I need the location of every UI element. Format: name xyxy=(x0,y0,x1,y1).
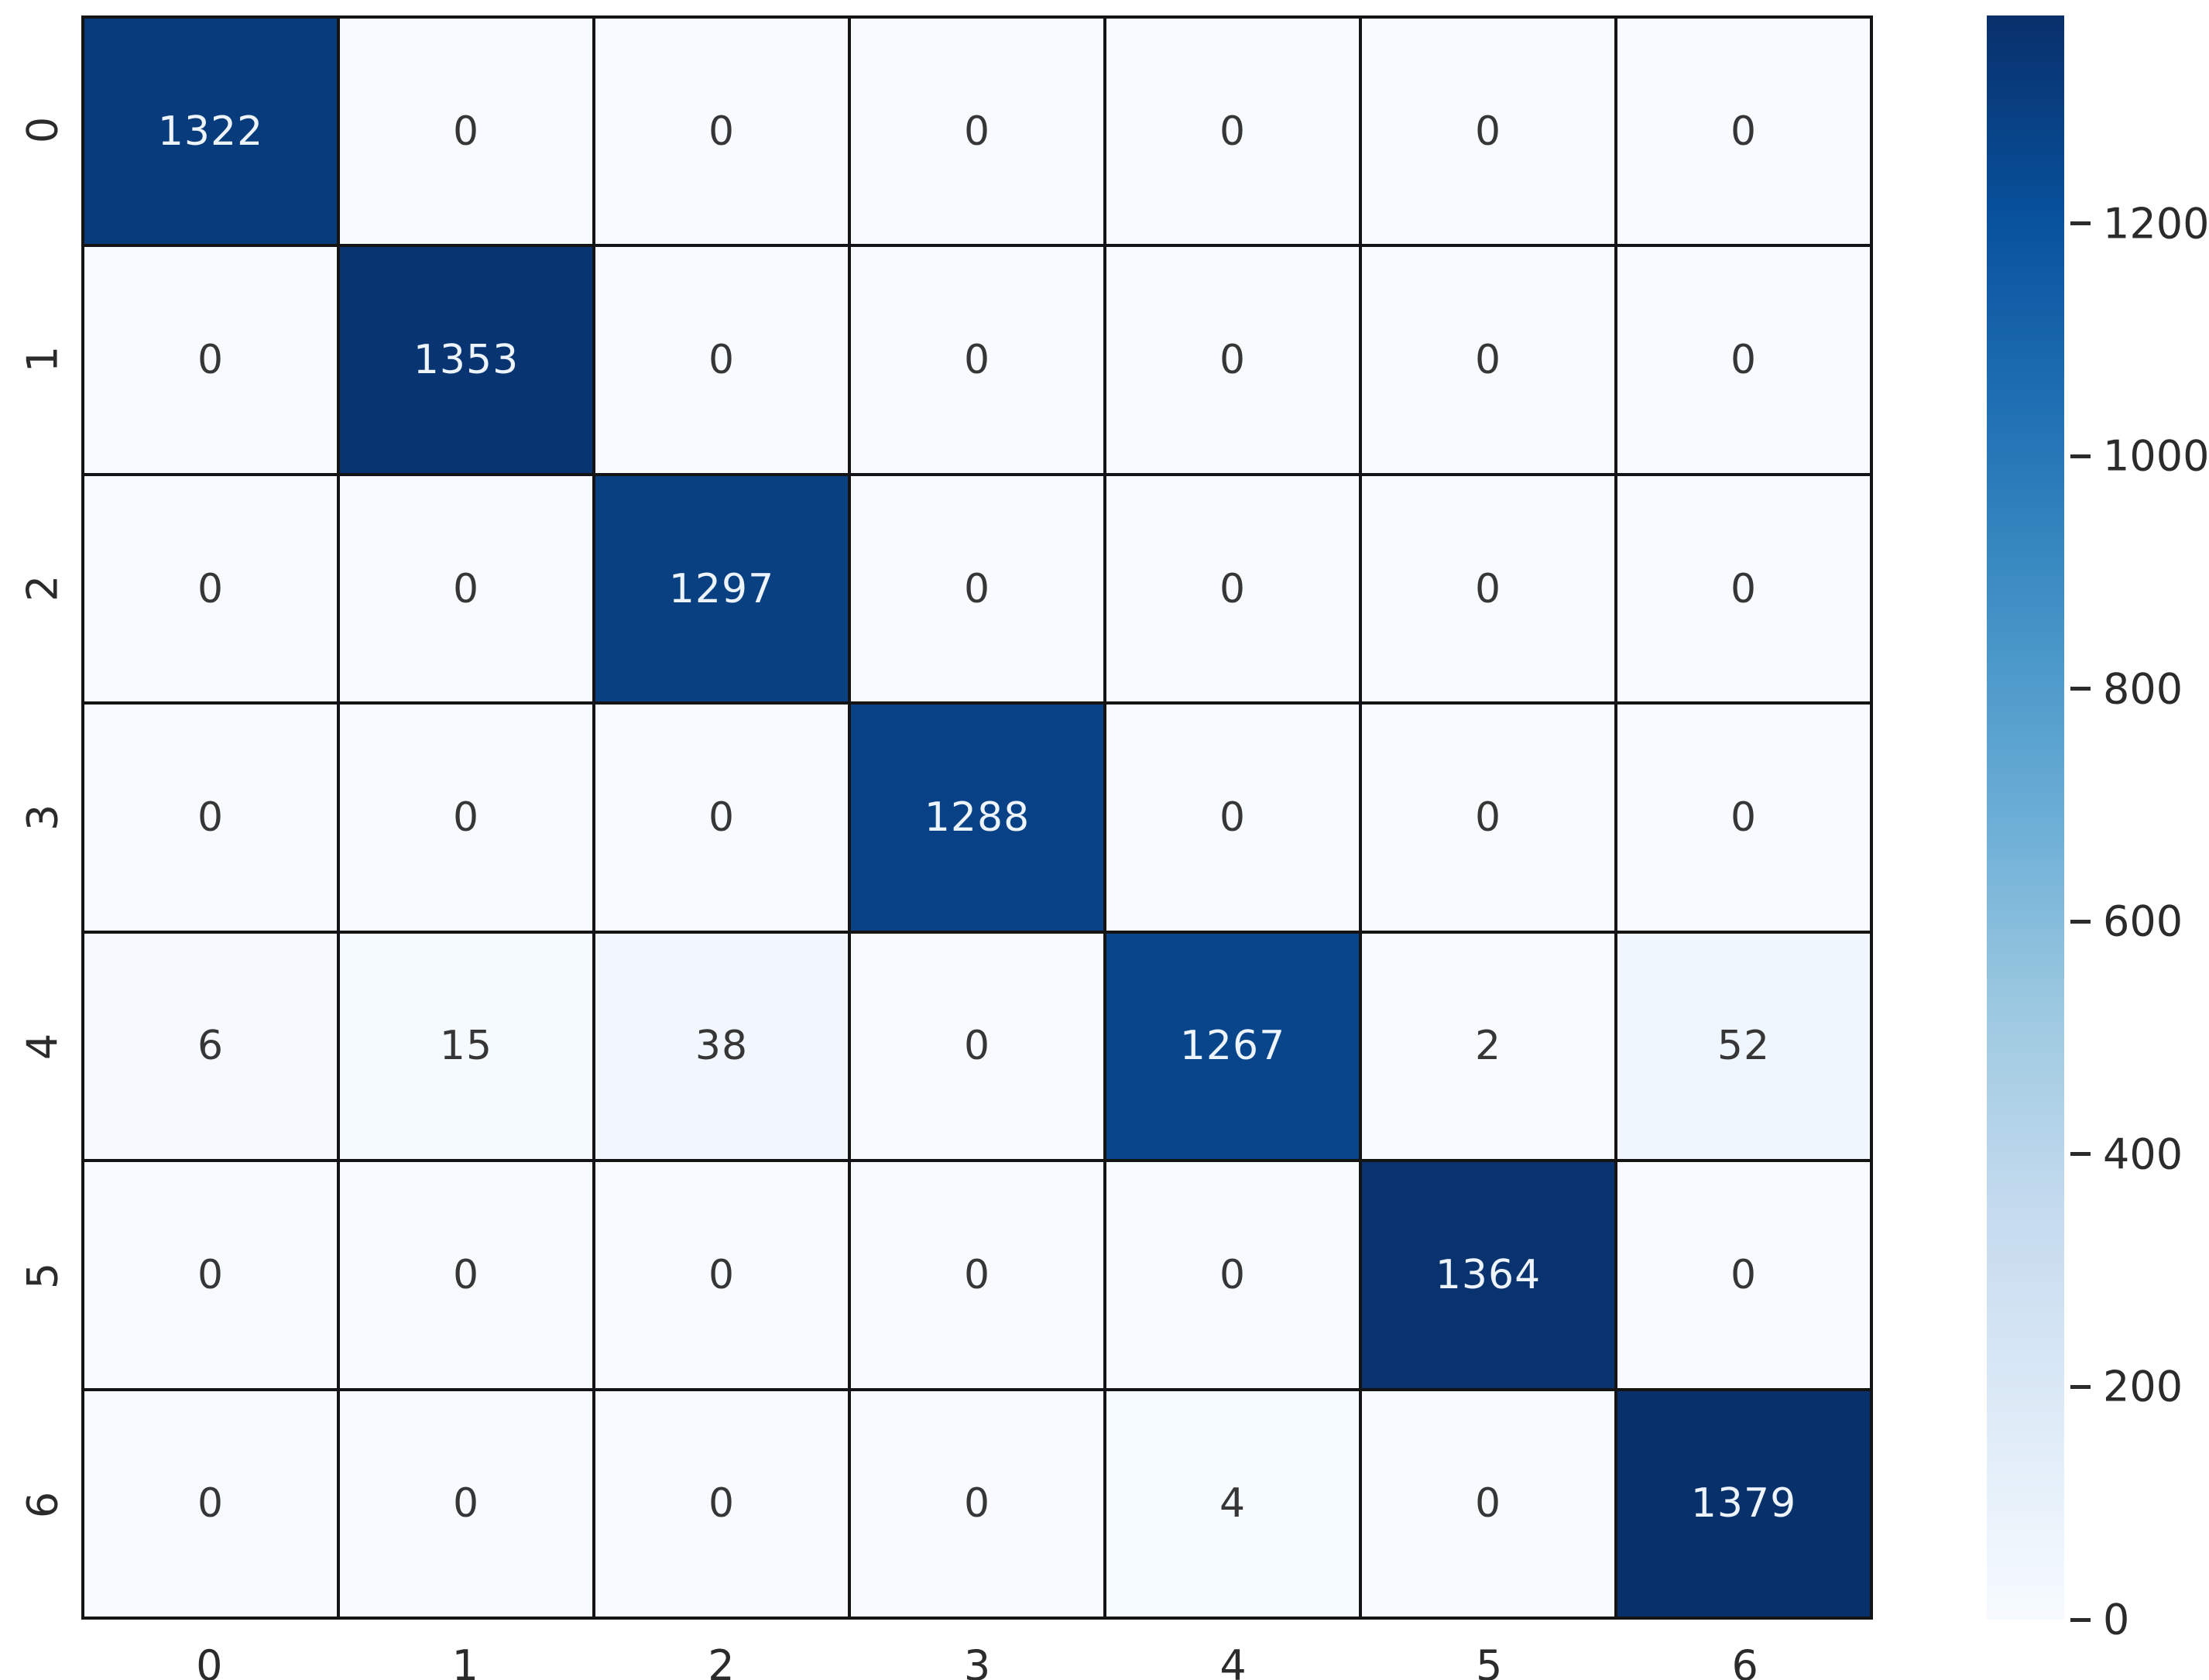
y-axis-tick-label-0: 0 xyxy=(18,116,67,144)
heatmap-cell-r6c6: 1379 xyxy=(1616,1389,1871,1618)
heatmap-cell-r1c0: 0 xyxy=(83,245,338,475)
heatmap-cell-r6c2: 0 xyxy=(594,1389,849,1618)
heatmap-cell-r3c1: 0 xyxy=(338,703,594,932)
heatmap-cell-r0c0: 1322 xyxy=(83,17,338,246)
heatmap-cell-r6c3: 0 xyxy=(849,1389,1105,1618)
y-axis-tick-label-1: 1 xyxy=(18,345,67,373)
x-axis-tick-label-4: 4 xyxy=(1219,1641,1247,1680)
colorbar-tick-label-4: 800 xyxy=(2103,664,2183,714)
heatmap-cell-r0c3: 0 xyxy=(849,17,1105,246)
x-axis-tick-label-2: 2 xyxy=(708,1641,735,1680)
x-axis-tick-label-3: 3 xyxy=(963,1641,991,1680)
heatmap-cell-r4c4: 1267 xyxy=(1105,931,1360,1161)
heatmap-cell-r2c6: 0 xyxy=(1616,474,1871,704)
heatmap-cell-r3c6: 0 xyxy=(1616,703,1871,932)
heatmap-cell-r5c2: 0 xyxy=(594,1161,849,1390)
colorbar-tick-mark-3 xyxy=(2070,919,2091,924)
heatmap-cell-r0c1: 0 xyxy=(338,17,594,246)
colorbar-tick-label-1: 200 xyxy=(2103,1362,2183,1411)
heatmap-cell-r2c4: 0 xyxy=(1105,474,1360,704)
y-axis-tick-label-6: 6 xyxy=(18,1491,67,1519)
heatmap-cell-r0c6: 0 xyxy=(1616,17,1871,246)
heatmap-cell-r6c4: 4 xyxy=(1105,1389,1360,1618)
heatmap-cell-r1c6: 0 xyxy=(1616,245,1871,475)
x-axis-tick-label-0: 0 xyxy=(196,1641,223,1680)
colorbar-tick-mark-4 xyxy=(2070,687,2091,691)
y-axis-tick-label-2: 2 xyxy=(18,574,67,602)
colorbar-tick-label-3: 600 xyxy=(2103,897,2183,946)
heatmap-cell-r1c4: 0 xyxy=(1105,245,1360,475)
heatmap-cell-r4c6: 52 xyxy=(1616,931,1871,1161)
y-axis-tick-label-4: 4 xyxy=(18,1033,67,1061)
colorbar-tick-mark-2 xyxy=(2070,1152,2091,1157)
heatmap-cell-r2c3: 0 xyxy=(849,474,1105,704)
heatmap-cell-r4c5: 2 xyxy=(1360,931,1616,1161)
heatmap-cell-r6c5: 0 xyxy=(1360,1389,1616,1618)
heatmap-cell-r2c2: 1297 xyxy=(594,474,849,704)
heatmap-cell-r5c4: 0 xyxy=(1105,1161,1360,1390)
heatmap-cell-r3c0: 0 xyxy=(83,703,338,932)
x-axis-tick-label-6: 6 xyxy=(1731,1641,1758,1680)
heatmap-cell-r3c3: 1288 xyxy=(849,703,1105,932)
heatmap-cell-r5c1: 0 xyxy=(338,1161,594,1390)
colorbar-tick-mark-1 xyxy=(2070,1384,2091,1389)
heatmap-cell-r4c2: 38 xyxy=(594,931,849,1161)
colorbar-tick-label-2: 400 xyxy=(2103,1130,2183,1179)
heatmap-cell-r2c5: 0 xyxy=(1360,474,1616,704)
heatmap-cell-r1c5: 0 xyxy=(1360,245,1616,475)
heatmap-cell-r0c5: 0 xyxy=(1360,17,1616,246)
heatmap-grid: 1322 0 0 0 0 0 0 0 1353 0 0 0 0 0 0 0 1297 0 0 0 0 0 0 0 1288 0 0 0… xyxy=(81,15,1873,1620)
heatmap-cell-r1c3: 0 xyxy=(849,245,1105,475)
colorbar-tick-mark-6 xyxy=(2070,221,2091,226)
heatmap-cell-r3c4: 0 xyxy=(1105,703,1360,932)
colorbar-tick-mark-0 xyxy=(2070,1617,2091,1622)
colorbar-tick-label-0: 0 xyxy=(2103,1595,2130,1644)
heatmap-cell-r5c5: 1364 xyxy=(1360,1161,1616,1390)
colorbar-tick-label-6: 1200 xyxy=(2103,199,2209,249)
y-axis-tick-label-5: 5 xyxy=(18,1262,67,1290)
heatmap-cell-r0c4: 0 xyxy=(1105,17,1360,246)
heatmap-cell-r5c0: 0 xyxy=(83,1161,338,1390)
heatmap-cell-r5c3: 0 xyxy=(849,1161,1105,1390)
heatmap-cell-r2c0: 0 xyxy=(83,474,338,704)
x-axis-tick-label-1: 1 xyxy=(451,1641,479,1680)
heatmap-cell-r6c0: 0 xyxy=(83,1389,338,1618)
heatmap-cell-r4c0: 6 xyxy=(83,931,338,1161)
heatmap-cell-r0c2: 0 xyxy=(594,17,849,246)
colorbar-tick-mark-5 xyxy=(2070,454,2091,458)
heatmap-cell-r1c1: 1353 xyxy=(338,245,594,475)
heatmap-cell-r4c3: 0 xyxy=(849,931,1105,1161)
heatmap-cell-r1c2: 0 xyxy=(594,245,849,475)
heatmap-cell-r2c1: 0 xyxy=(338,474,594,704)
colorbar-tick-label-5: 1000 xyxy=(2103,431,2209,481)
heatmap-cell-r3c5: 0 xyxy=(1360,703,1616,932)
y-axis-tick-label-3: 3 xyxy=(18,804,67,831)
heatmap-cell-r3c2: 0 xyxy=(594,703,849,932)
heatmap-cell-r4c1: 15 xyxy=(338,931,594,1161)
heatmap-cell-r5c6: 0 xyxy=(1616,1161,1871,1390)
heatmap-cell-r6c1: 0 xyxy=(338,1389,594,1618)
x-axis-tick-label-5: 5 xyxy=(1475,1641,1503,1680)
colorbar-gradient xyxy=(1987,15,2064,1620)
